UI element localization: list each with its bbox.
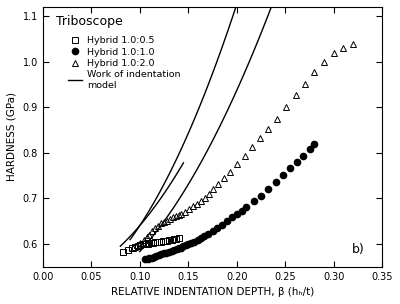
Text: b): b): [352, 243, 364, 256]
Text: Triboscope: Triboscope: [56, 15, 123, 28]
X-axis label: RELATIVE INDENTATION DEPTH, β (hₕ/t): RELATIVE INDENTATION DEPTH, β (hₕ/t): [111, 287, 314, 297]
Legend: Hybrid 1.0:0.5, Hybrid 1.0:1.0, Hybrid 1.0:2.0, Work of indentation
model: Hybrid 1.0:0.5, Hybrid 1.0:1.0, Hybrid 1…: [64, 33, 184, 94]
Y-axis label: HARDNESS (GPa): HARDNESS (GPa): [7, 92, 17, 181]
